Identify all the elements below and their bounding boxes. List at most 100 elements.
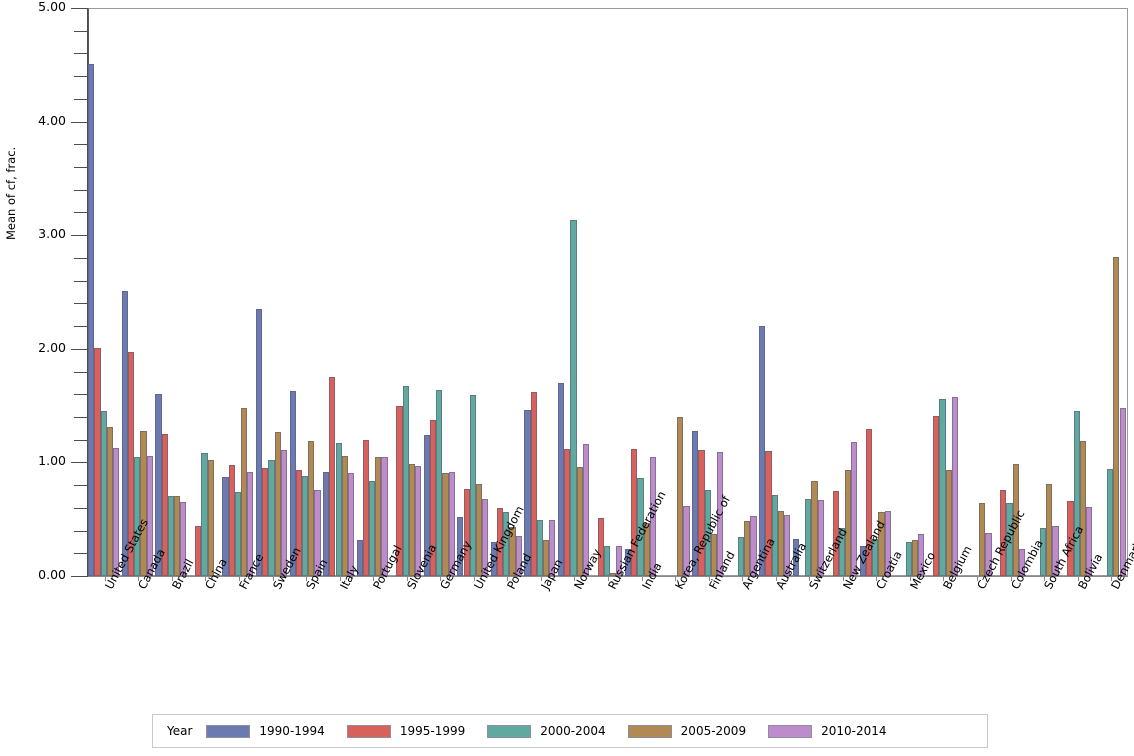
bar[interactable] (750, 515, 757, 576)
bar[interactable] (396, 405, 403, 576)
bar[interactable] (1085, 506, 1093, 576)
bar[interactable] (637, 478, 644, 576)
bar[interactable] (414, 465, 422, 576)
bar[interactable] (323, 471, 330, 576)
bar[interactable] (341, 455, 348, 576)
bar[interactable] (482, 498, 489, 576)
bar[interactable] (979, 503, 986, 576)
bar[interactable] (549, 520, 556, 576)
bar[interactable] (423, 435, 430, 576)
bar[interactable] (625, 548, 632, 576)
bar[interactable] (448, 471, 455, 576)
bar[interactable] (88, 63, 95, 576)
bar[interactable] (597, 518, 604, 576)
bar[interactable] (1018, 548, 1026, 576)
bar[interactable] (1079, 440, 1086, 576)
bar[interactable] (362, 439, 370, 576)
bar[interactable] (945, 470, 952, 576)
bar[interactable] (603, 546, 611, 576)
bar[interactable] (530, 391, 537, 576)
bar[interactable] (402, 386, 409, 576)
bar[interactable] (738, 537, 745, 576)
legend-item[interactable]: 1990-1994 (206, 724, 325, 738)
bar[interactable] (207, 460, 214, 576)
bar[interactable] (241, 407, 248, 576)
bar[interactable] (643, 522, 650, 576)
bar[interactable] (759, 326, 766, 576)
bar[interactable] (1012, 463, 1019, 576)
bar[interactable] (951, 396, 958, 576)
bar[interactable] (429, 420, 437, 576)
bar[interactable] (564, 448, 571, 576)
bar[interactable] (155, 394, 162, 576)
bar[interactable] (542, 539, 550, 576)
bar[interactable] (469, 395, 476, 576)
bar[interactable] (1107, 469, 1114, 576)
bar[interactable] (100, 411, 107, 576)
bar[interactable] (301, 476, 309, 576)
bar[interactable] (832, 490, 839, 576)
bar[interactable] (616, 546, 623, 576)
bar[interactable] (704, 489, 711, 576)
bar[interactable] (817, 499, 824, 576)
bar[interactable] (497, 507, 504, 576)
bar[interactable] (939, 398, 946, 576)
bar[interactable] (457, 516, 464, 576)
bar[interactable] (490, 541, 498, 576)
bar[interactable] (610, 572, 617, 576)
bar[interactable] (811, 480, 818, 576)
bar[interactable] (228, 464, 235, 576)
bar[interactable] (905, 541, 913, 576)
bar[interactable] (1040, 528, 1047, 576)
bar[interactable] (335, 443, 342, 576)
bar[interactable] (576, 466, 583, 576)
bar[interactable] (113, 447, 120, 576)
legend-item[interactable]: 2010-2014 (768, 724, 887, 738)
legend-item[interactable]: 2005-2009 (627, 724, 746, 738)
bar[interactable] (121, 290, 128, 576)
bar[interactable] (1113, 256, 1120, 576)
bar[interactable] (765, 451, 772, 576)
bar[interactable] (698, 449, 705, 576)
bar[interactable] (106, 427, 114, 576)
bar[interactable] (649, 456, 657, 576)
bar[interactable] (381, 456, 388, 576)
bar[interactable] (985, 532, 992, 576)
bar[interactable] (314, 489, 321, 576)
bar[interactable] (784, 514, 791, 576)
bar[interactable] (524, 410, 531, 576)
bar[interactable] (933, 415, 940, 576)
bar[interactable] (161, 434, 168, 576)
bar[interactable] (329, 377, 336, 576)
bar[interactable] (308, 440, 315, 576)
bar[interactable] (866, 429, 873, 576)
bar[interactable] (1067, 501, 1074, 576)
bar[interactable] (268, 460, 275, 576)
legend-item[interactable]: 1995-1999 (346, 724, 465, 738)
bar[interactable] (369, 480, 376, 576)
bar[interactable] (274, 431, 281, 576)
bar[interactable] (582, 444, 589, 576)
bar[interactable] (1006, 503, 1013, 576)
bar[interactable] (677, 416, 684, 576)
bar[interactable] (173, 496, 181, 576)
bar[interactable] (710, 533, 717, 576)
bar[interactable] (631, 448, 638, 576)
bar[interactable] (1119, 407, 1126, 576)
bar[interactable] (140, 430, 147, 576)
bar[interactable] (878, 512, 885, 576)
bar[interactable] (375, 456, 382, 576)
bar[interactable] (180, 502, 187, 576)
bar[interactable] (872, 538, 879, 576)
bar[interactable] (442, 472, 449, 576)
bar[interactable] (570, 220, 577, 576)
bar[interactable] (262, 468, 269, 576)
bar[interactable] (134, 456, 141, 576)
bar[interactable] (509, 527, 516, 576)
bar[interactable] (222, 477, 229, 576)
bar[interactable] (463, 488, 470, 576)
bar[interactable] (1052, 526, 1059, 576)
bar[interactable] (356, 539, 363, 576)
bar[interactable] (851, 441, 858, 576)
bar[interactable] (1046, 483, 1053, 576)
